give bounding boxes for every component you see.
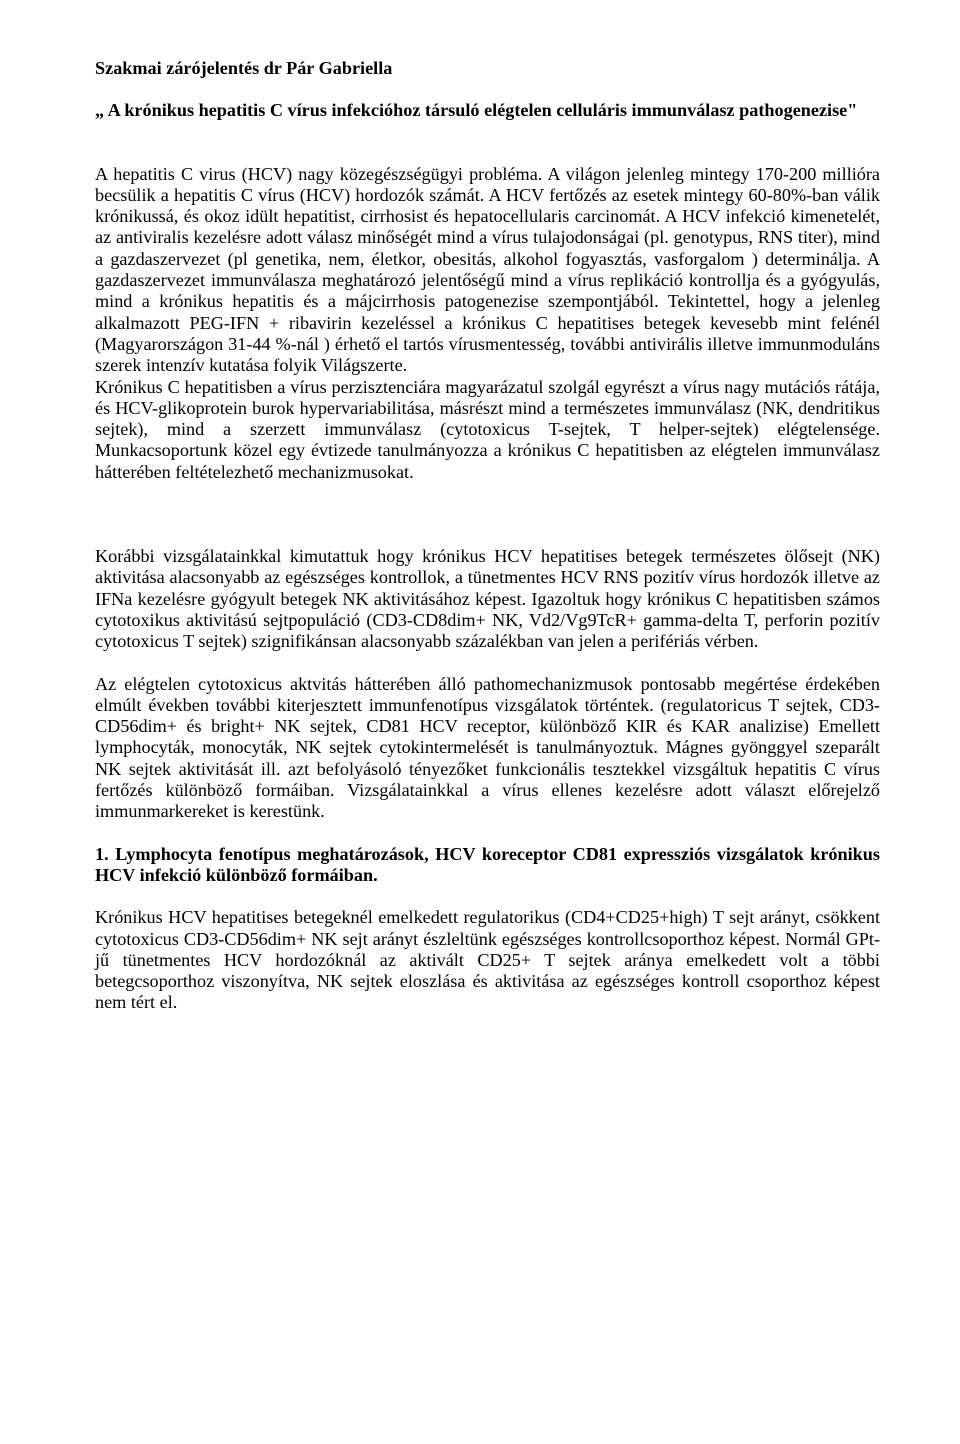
paragraph-2: Krónikus C hepatitisben a vírus perziszt… xyxy=(95,377,880,483)
document-title: Szakmai zárójelentés dr Pár Gabriella xyxy=(95,58,880,79)
paragraph-1: A hepatitis C virus (HCV) nagy közegészs… xyxy=(95,164,880,377)
paragraph-4: Az elégtelen cytotoxicus aktvitás hátter… xyxy=(95,674,880,823)
document-subtitle: „ A krónikus hepatitis C vírus infekcióh… xyxy=(95,100,880,121)
paragraph-3: Korábbi vizsgálatainkkal kimutattuk hogy… xyxy=(95,546,880,652)
document-page: Szakmai zárójelentés dr Pár Gabriella „ … xyxy=(0,0,960,1054)
paragraph-5: Krónikus HCV hepatitises betegeknél emel… xyxy=(95,907,880,1013)
section-heading-1: 1. Lymphocyta fenotípus meghatározások, … xyxy=(95,844,880,887)
